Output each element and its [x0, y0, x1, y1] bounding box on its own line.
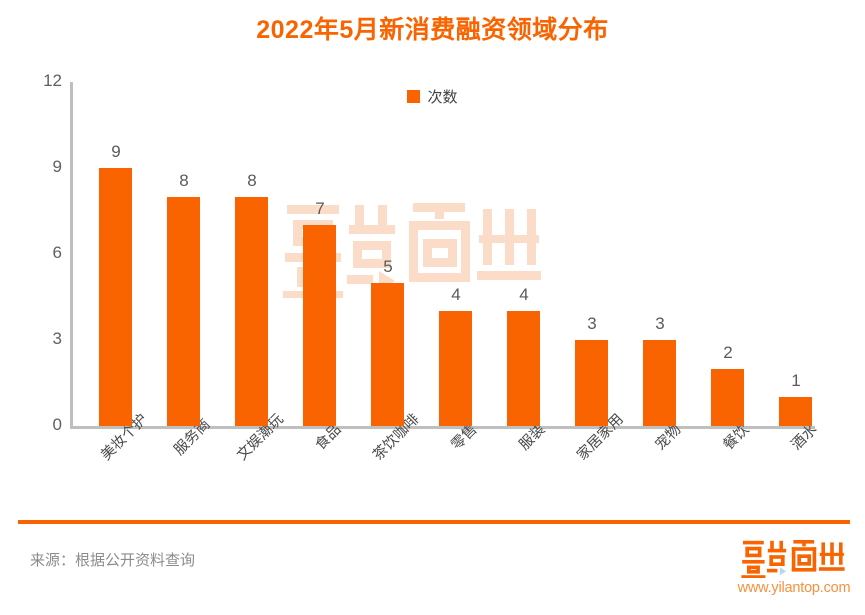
bar-group: 3 — [626, 82, 694, 426]
bar[interactable] — [439, 311, 472, 426]
bar[interactable] — [575, 340, 608, 426]
y-axis-tick-0: 0 — [52, 415, 62, 434]
bar-value-label: 1 — [791, 371, 801, 391]
bar[interactable] — [711, 368, 744, 426]
brand-mark-icon — [733, 540, 853, 578]
bar-value-label: 5 — [383, 256, 393, 276]
x-axis-category-labels: 美妆个护 服务商 文娱潮玩 食品 茶饮咖啡 零售 服装 家居家用 宠物 餐饮 酒水 — [70, 411, 820, 514]
bar-value-label: 3 — [587, 314, 597, 333]
bar[interactable] — [167, 196, 200, 426]
bar-value-label: 8 — [247, 170, 257, 190]
bar-value-label: 8 — [179, 170, 189, 190]
bar-value-label: 4 — [519, 285, 529, 305]
bar-group: 8 — [218, 82, 286, 426]
bar-group: 3 — [558, 82, 626, 426]
bar-group: 9 — [82, 82, 150, 426]
y-axis-tick-3: 3 — [52, 329, 62, 348]
footer-divider — [18, 520, 850, 524]
brand-logo: www.yilantop.com — [733, 540, 853, 606]
y-axis-tick-6: 6 — [52, 243, 62, 262]
bar[interactable] — [303, 225, 336, 426]
bar-group: 8 — [150, 82, 218, 426]
bar-group: 1 — [762, 82, 830, 426]
bar[interactable] — [779, 397, 812, 426]
bar-series: 9 8 8 7 5 4 4 3 3 2 1 — [70, 82, 815, 426]
plot-area — [70, 82, 815, 429]
bar-group: 4 — [490, 82, 558, 426]
bar[interactable] — [99, 168, 132, 426]
bar-group: 5 — [354, 82, 422, 426]
bar-value-label: 4 — [451, 285, 461, 305]
brand-url: www.yilantop.com — [737, 580, 851, 596]
bar-group: 7 — [286, 82, 354, 426]
bar-value-label: 9 — [111, 142, 121, 161]
bar-value-label: 7 — [315, 199, 325, 219]
bar-value-label: 3 — [655, 314, 665, 333]
page-title: 2022年5月新消费融资领域分布 — [256, 16, 609, 44]
bar-value-label: 2 — [723, 342, 733, 362]
bar[interactable] — [371, 282, 404, 426]
bar[interactable] — [235, 196, 268, 426]
bar[interactable] — [643, 340, 676, 426]
y-axis-tick-9: 9 — [52, 157, 62, 176]
y-axis-tick-12: 12 — [43, 71, 62, 90]
bar-group: 2 — [694, 82, 762, 426]
x-axis-line — [70, 426, 815, 429]
bar[interactable] — [507, 311, 540, 426]
y-axis-line — [70, 82, 73, 426]
bar-group: 4 — [422, 82, 490, 426]
source-note: 来源：根据公开资料查询 — [30, 552, 196, 569]
